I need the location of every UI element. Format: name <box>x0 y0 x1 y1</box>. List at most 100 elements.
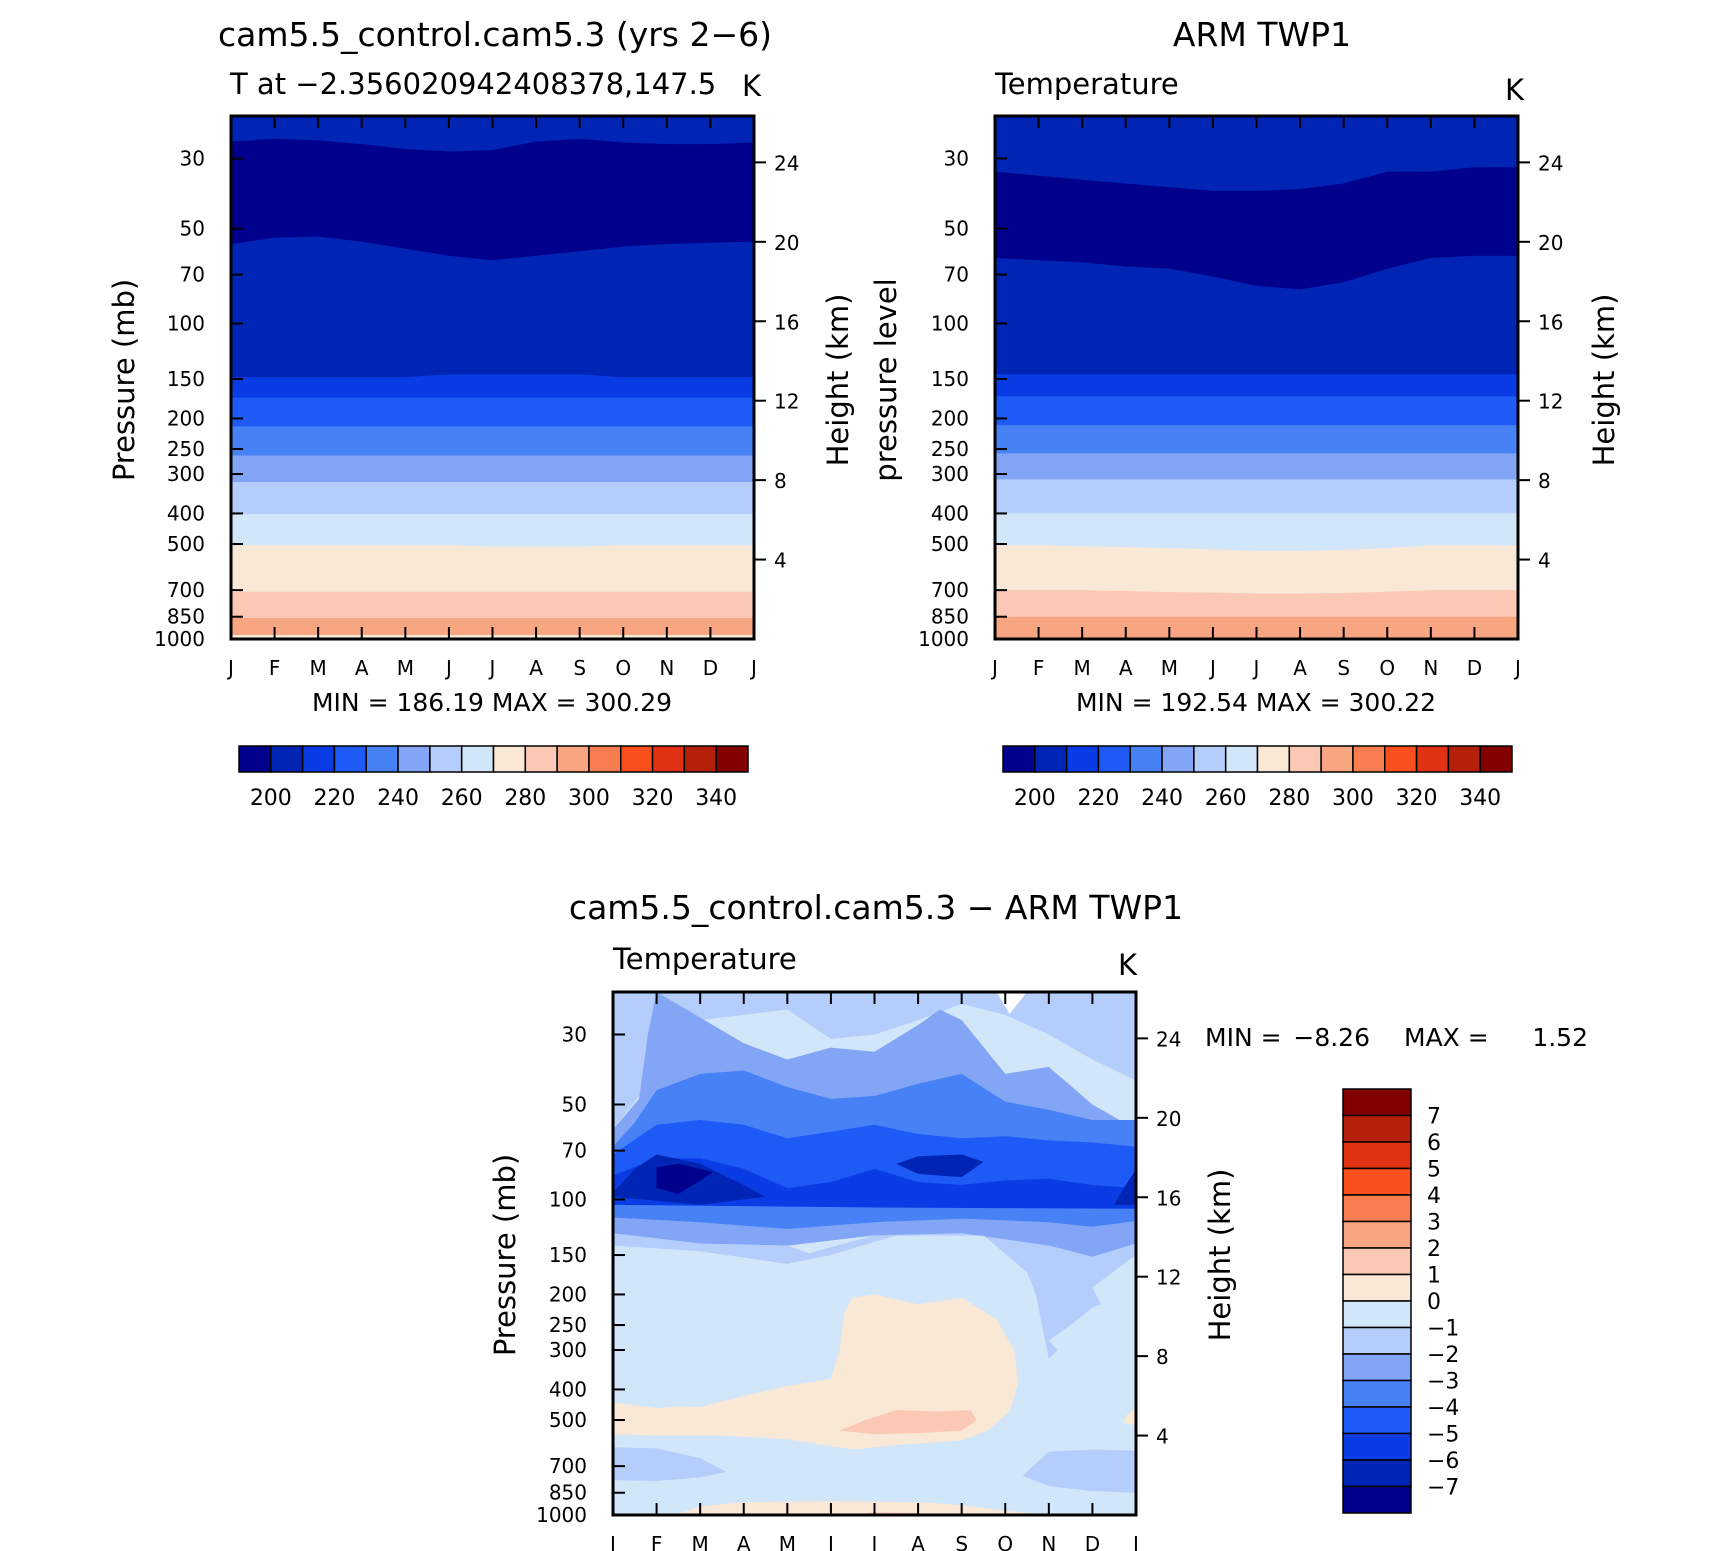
model-colorbar: 200 220 240 260 280 300 320 340 <box>238 745 749 811</box>
colorbar-box <box>333 745 367 773</box>
colorbar-box <box>524 745 558 773</box>
x-tick-label: J <box>1252 656 1260 680</box>
colorbar-label: −4 <box>1427 1396 1459 1421</box>
colorbar-label: 280 <box>504 786 546 811</box>
diff-y-axis-label: Pressure (mb) <box>488 1154 522 1356</box>
colorbar-box <box>1342 1326 1412 1355</box>
y-tick-label: 1000 <box>918 627 969 651</box>
colorbar-label: 7 <box>1427 1105 1441 1130</box>
obs-panel-subtitle: Temperature <box>994 67 1179 101</box>
x-tick-label: J <box>1131 1532 1139 1551</box>
x-tick-label: A <box>911 1532 925 1551</box>
x-tick-label: S <box>955 1532 968 1551</box>
y-tick-label: 250 <box>549 1313 587 1337</box>
colorbar-label: 3 <box>1427 1211 1441 1236</box>
y-tick-label: 30 <box>944 147 969 171</box>
y-tick-label: 1000 <box>536 1503 587 1527</box>
colorbar-box <box>683 745 717 773</box>
height-tick-label: 16 <box>1538 310 1563 334</box>
x-tick-label: J <box>1208 656 1216 680</box>
colorbar-box <box>397 745 431 773</box>
y-tick-label: 300 <box>931 462 969 486</box>
y-tick-label: 250 <box>931 437 969 461</box>
y-tick-label: 70 <box>562 1139 587 1163</box>
x-tick-label: J <box>1513 656 1521 680</box>
diff-band <box>1114 1168 1136 1205</box>
obs-panel-title: ARM TWP1 <box>1173 15 1351 54</box>
y-tick-label: 500 <box>931 532 969 556</box>
colorbar-box <box>1342 1353 1412 1382</box>
colorbar-label: 340 <box>1459 786 1501 811</box>
height-tick-label: 20 <box>1156 1107 1181 1131</box>
colorbar-box <box>1224 745 1259 773</box>
obs-panel-units: K <box>1505 73 1525 107</box>
colorbar-box <box>1384 745 1418 773</box>
obs-height-axis-label: Height (km) <box>1587 294 1621 467</box>
colorbar-label: 200 <box>1014 786 1056 811</box>
height-tick-label: 12 <box>1538 390 1563 414</box>
colorbar-box <box>715 745 749 773</box>
colorbar-box <box>1129 745 1163 773</box>
colorbar-label: −6 <box>1427 1449 1459 1474</box>
model-contour-fill <box>231 116 754 639</box>
colorbar-box <box>1352 745 1386 773</box>
colorbar-label: 1 <box>1427 1264 1441 1289</box>
x-tick-label: J <box>226 656 234 680</box>
colorbar-box <box>1342 1247 1412 1276</box>
colorbar-box <box>270 745 304 773</box>
y-tick-label: 150 <box>549 1243 587 1267</box>
y-tick-label: 400 <box>931 501 969 525</box>
y-tick-label: 70 <box>180 263 205 287</box>
height-tick-label: 20 <box>774 231 799 255</box>
y-tick-label: 200 <box>549 1282 587 1306</box>
colorbar-label: 240 <box>1141 786 1183 811</box>
colorbar-label: 320 <box>1396 786 1438 811</box>
diff-band <box>613 1233 1136 1359</box>
colorbar-box <box>238 745 272 773</box>
y-tick-label: 30 <box>562 1023 587 1047</box>
y-tick-label: 300 <box>167 462 205 486</box>
colorbar-label: 280 <box>1268 786 1310 811</box>
obs-contour-fill <box>995 116 1518 640</box>
x-tick-label: A <box>529 656 543 680</box>
colorbar-box <box>620 745 654 773</box>
colorbar-label: 4 <box>1427 1184 1441 1209</box>
model-panel: cam5.5_control.cam5.3 (yrs 2−6) T at −2.… <box>107 15 855 811</box>
height-tick-label: 24 <box>774 151 799 175</box>
y-tick-label: 50 <box>180 216 205 240</box>
x-tick-label: J <box>444 656 452 680</box>
diff-band <box>839 1410 977 1435</box>
colorbar-box <box>1065 745 1100 773</box>
x-tick-label: M <box>779 1532 796 1551</box>
y-tick-label: 200 <box>167 406 205 430</box>
colorbar-label: 220 <box>313 786 355 811</box>
colorbar-box <box>1342 1485 1412 1514</box>
colorbar-label: −1 <box>1427 1317 1459 1342</box>
colorbar-label: 220 <box>1077 786 1119 811</box>
height-tick-label: 24 <box>1156 1027 1181 1051</box>
diff-panel: cam5.5_control.cam5.3 − ARM TWP1 Tempera… <box>488 888 1588 1551</box>
y-tick-label: 100 <box>931 311 969 335</box>
colorbar-label: 300 <box>568 786 610 811</box>
colorbar-box <box>1342 1088 1412 1117</box>
height-tick-label: 4 <box>1156 1425 1169 1449</box>
colorbar-label: −3 <box>1427 1370 1459 1395</box>
x-tick-label: M <box>310 656 327 680</box>
height-tick-label: 8 <box>1538 469 1551 493</box>
height-tick-label: 4 <box>774 549 787 573</box>
colorbar-box <box>1342 1459 1412 1488</box>
model-panel-units: K <box>742 69 762 103</box>
y-tick-label: 700 <box>167 578 205 602</box>
colorbar-box <box>1288 745 1322 773</box>
y-tick-label: 100 <box>167 311 205 335</box>
colorbar-box <box>301 745 336 773</box>
obs-min-max: MIN = 192.54 MAX = 300.22 <box>1076 688 1436 717</box>
colorbar-box <box>1161 745 1195 773</box>
diff-panel-subtitle: Temperature <box>612 942 797 976</box>
colorbar-box <box>1342 1379 1412 1408</box>
y-tick-label: 30 <box>180 147 205 171</box>
